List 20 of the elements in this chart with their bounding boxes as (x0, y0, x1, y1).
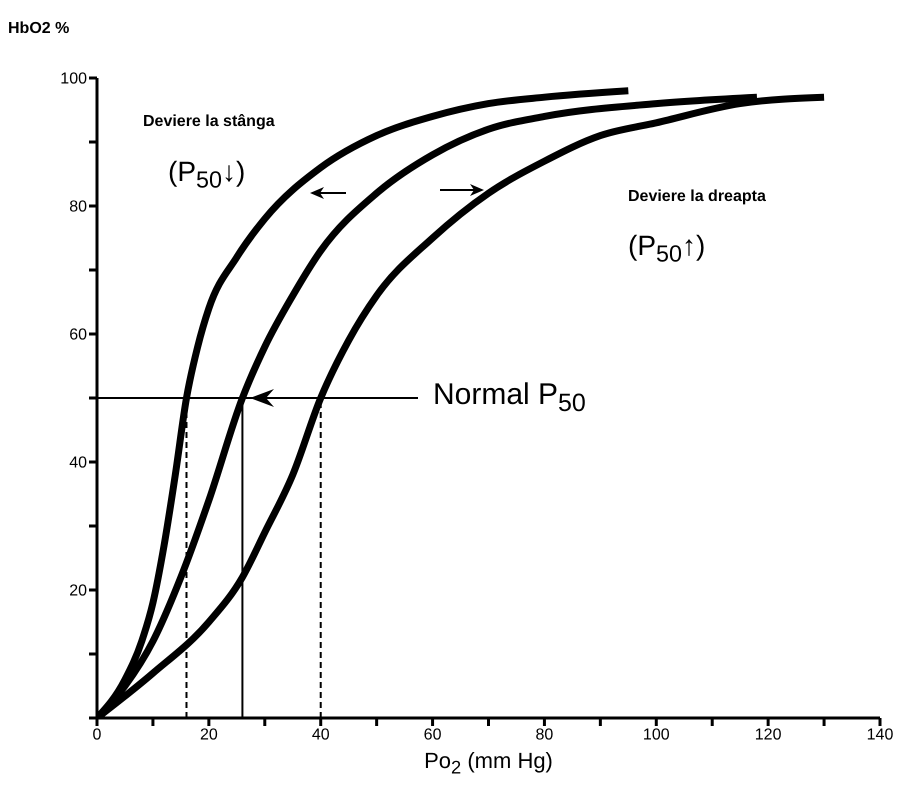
x-tick-label: 100 (642, 726, 670, 744)
x-tick-label: 120 (754, 726, 782, 744)
y-axis-title: HbO2 % (8, 20, 70, 38)
x-tick-label: 60 (424, 726, 442, 744)
x-tick-label: 80 (536, 726, 554, 744)
x-tick-label: 0 (92, 726, 102, 744)
annotation: (P$_{50}$↓) (168, 156, 246, 194)
x-tick-label: 40 (312, 726, 330, 744)
y-tick-label: 80 (69, 198, 88, 216)
y-tick-label: 40 (69, 454, 88, 472)
y-tick-label: 60 (69, 326, 88, 344)
y-tick-label: 100 (60, 70, 88, 88)
annotation: Deviere la dreapta (628, 188, 766, 206)
y-tick-label: 20 (69, 582, 88, 600)
x-tick-label: 140 (866, 726, 894, 744)
annotation: (P$_{50}$↑) (628, 230, 706, 268)
x-axis-title: Po$_{2}$ (mm Hg) (423, 748, 554, 778)
annotation: Deviere la stânga (143, 113, 275, 131)
x-tick-label: 20 (200, 726, 218, 744)
annotation: Normal P$_{50}$ (433, 378, 586, 418)
